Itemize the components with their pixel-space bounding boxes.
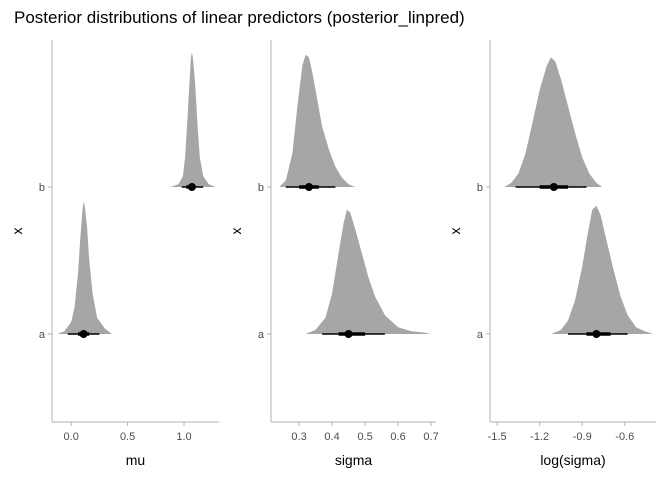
- panel-marks: [279, 54, 431, 338]
- x-ticks: 0.0 0.5 1.0: [64, 422, 192, 443]
- y-axis-title: x: [228, 228, 244, 235]
- x-tick-label: -0.9: [573, 431, 592, 443]
- x-ticks: -1.5 -1.2 -0.9 -0.6: [488, 422, 634, 443]
- x-tick-label: 0.0: [64, 431, 79, 443]
- x-tick-label: 0.3: [291, 431, 306, 443]
- panel-marks: [57, 52, 216, 338]
- density-slab-b: [279, 54, 356, 188]
- x-tick-label: -1.2: [530, 431, 549, 443]
- point-estimate-a: [79, 330, 88, 338]
- point-estimate-a: [592, 330, 601, 338]
- panel-marks: [504, 57, 654, 338]
- x-tick-label: 0.7: [423, 431, 438, 443]
- y-ticks: ab: [477, 182, 490, 341]
- x-tick-label: 0.5: [120, 431, 135, 443]
- x-axis-title: log(sigma): [540, 452, 605, 468]
- x-ticks: 0.3 0.4 0.5 0.6 0.7: [291, 422, 439, 443]
- density-slab-a: [551, 205, 654, 334]
- x-tick-label: 0.4: [324, 431, 339, 443]
- x-tick-label: -0.6: [615, 431, 634, 443]
- x-tick-label: -1.5: [488, 431, 507, 443]
- x-axis-title: mu: [126, 452, 145, 468]
- x-axis-title: sigma: [335, 452, 373, 468]
- x-tick-label: 0.6: [390, 431, 405, 443]
- y-tick-label: a: [258, 329, 265, 341]
- y-tick-label: a: [477, 329, 484, 341]
- panel-log-sigma: ab -1.5 -1.2 -0.9 -0.6 log(sigma) x: [447, 40, 656, 468]
- panel-sigma: ab 0.3 0.4 0.5 0.6 0.7 sigma x: [228, 40, 439, 468]
- y-ticks: ab: [39, 182, 52, 341]
- x-tick-label: 0.5: [357, 431, 372, 443]
- y-tick-label: b: [258, 182, 264, 194]
- y-ticks: ab: [258, 182, 271, 341]
- density-slab-b: [504, 57, 603, 188]
- y-axis-title: x: [9, 228, 25, 235]
- chart-title: Posterior distributions of linear predic…: [14, 8, 465, 27]
- panel-mu: ab 0.0 0.5 1.0 mu x: [9, 40, 219, 468]
- density-slab-b: [170, 52, 216, 187]
- point-estimate-b: [304, 183, 313, 191]
- y-tick-label: b: [39, 182, 45, 194]
- x-tick-label: 1.0: [176, 431, 191, 443]
- y-tick-label: a: [39, 329, 46, 341]
- y-tick-label: b: [477, 182, 483, 194]
- density-slab-a: [57, 201, 112, 334]
- y-axis-title: x: [447, 228, 463, 235]
- point-estimate-b: [187, 183, 196, 191]
- point-estimate-a: [344, 330, 353, 338]
- density-slab-a: [305, 209, 431, 334]
- point-estimate-b: [549, 183, 558, 191]
